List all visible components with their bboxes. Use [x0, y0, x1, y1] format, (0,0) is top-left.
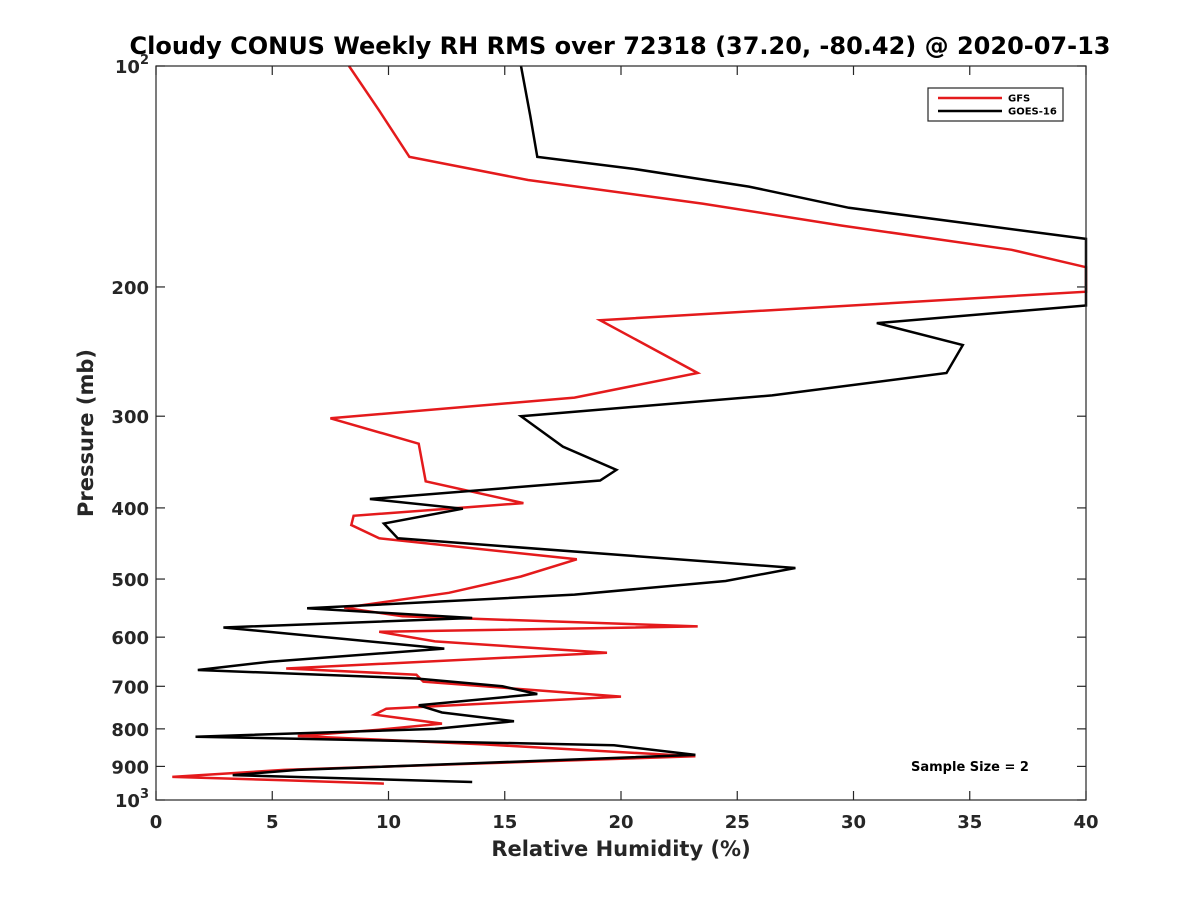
y-tick-label: 300	[111, 407, 149, 428]
legend: GFS GOES-16	[927, 87, 1064, 122]
x-tick-label: 5	[266, 812, 279, 833]
x-tick-label: 40	[1073, 812, 1098, 833]
y-tick-label: 900	[111, 757, 149, 778]
y-tick-label: 102	[115, 53, 149, 78]
y-tick-label: 200	[111, 278, 149, 299]
y-tick-label: 800	[111, 720, 149, 741]
x-tick-label: 15	[492, 812, 517, 833]
y-axis: 102 200 300 400 500 600 700 800 900 103	[111, 53, 1086, 812]
y-tick-label: 600	[111, 628, 149, 649]
x-tick-label: 20	[608, 812, 633, 833]
series-line-goes16	[195, 65, 1088, 784]
x-axis: 0 5 10 15 20 25 30 35 40	[150, 66, 1099, 833]
legend-label-gfs: GFS	[1008, 94, 1030, 105]
y-tick-label: 103	[115, 787, 149, 812]
legend-box	[927, 87, 1064, 122]
legend-label-goes16: GOES-16	[1008, 107, 1057, 118]
x-tick-label: 30	[841, 812, 866, 833]
x-tick-label: 0	[150, 812, 163, 833]
x-tick-label: 25	[725, 812, 750, 833]
x-tick-label: 10	[376, 812, 401, 833]
y-tick-label: 400	[111, 499, 149, 520]
y-axis-label: Pressure (mb)	[74, 349, 98, 517]
y-tick-label: 500	[111, 570, 149, 591]
chart-title: Cloudy CONUS Weekly RH RMS over 72318 (3…	[130, 32, 1111, 60]
sample-size-annotation: Sample Size = 2	[911, 760, 1029, 775]
y-tick-label: 700	[111, 677, 149, 698]
x-axis-label: Relative Humidity (%)	[491, 837, 750, 861]
x-tick-label: 35	[957, 812, 982, 833]
